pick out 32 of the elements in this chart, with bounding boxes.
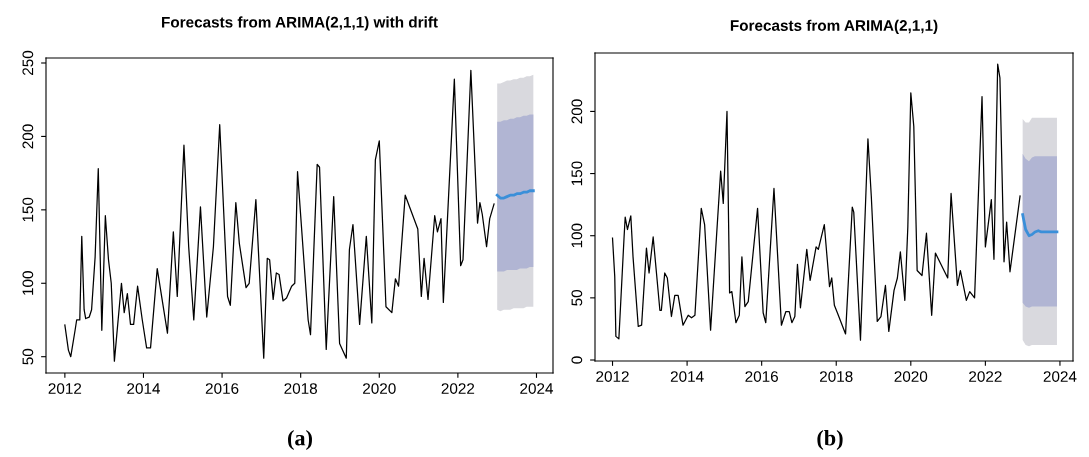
x-tick-label: 2012 [48, 383, 82, 394]
line-series [611, 63, 1021, 341]
x-tick-label: 2014 [127, 383, 161, 394]
x-tick-label: 2018 [820, 371, 853, 382]
line-series [64, 69, 495, 362]
x-tick-label: 2024 [1043, 371, 1077, 382]
y-tick-label: 50 [571, 289, 583, 306]
y-tick-label: 100 [571, 223, 583, 248]
y-tick-label: 250 [22, 50, 34, 75]
chart-title: Forecasts from ARIMA(2,1,1) [730, 19, 938, 34]
x-tick-label: 2022 [441, 383, 475, 394]
x-tick-label: 2020 [363, 383, 396, 394]
x-tick-label: 2020 [894, 371, 928, 382]
x-tick-label: 2012 [596, 371, 629, 382]
x-tick-label: 2016 [745, 371, 778, 382]
y-tick-label: 150 [571, 161, 583, 186]
y-tick-label: 150 [22, 197, 34, 222]
line-series [495, 189, 535, 200]
x-tick-label: 2016 [205, 383, 239, 394]
y-tick-label: 100 [22, 271, 34, 295]
x-tick-label: 2018 [284, 383, 318, 394]
y-tick-label: 200 [22, 124, 34, 149]
y-tick-label: 200 [571, 99, 583, 124]
y-tick-label: 50 [22, 348, 34, 365]
line-series [1021, 213, 1059, 238]
text: (b) [817, 429, 843, 451]
x-tick-label: 2022 [969, 371, 1002, 382]
chart-title: Forecasts from ARIMA(2,1,1) with drift [162, 16, 438, 31]
x-tick-label: 2024 [520, 383, 554, 394]
text: (a) [288, 429, 312, 451]
x-tick-label: 2014 [670, 371, 704, 382]
y-tick-label: 0 [571, 356, 583, 364]
